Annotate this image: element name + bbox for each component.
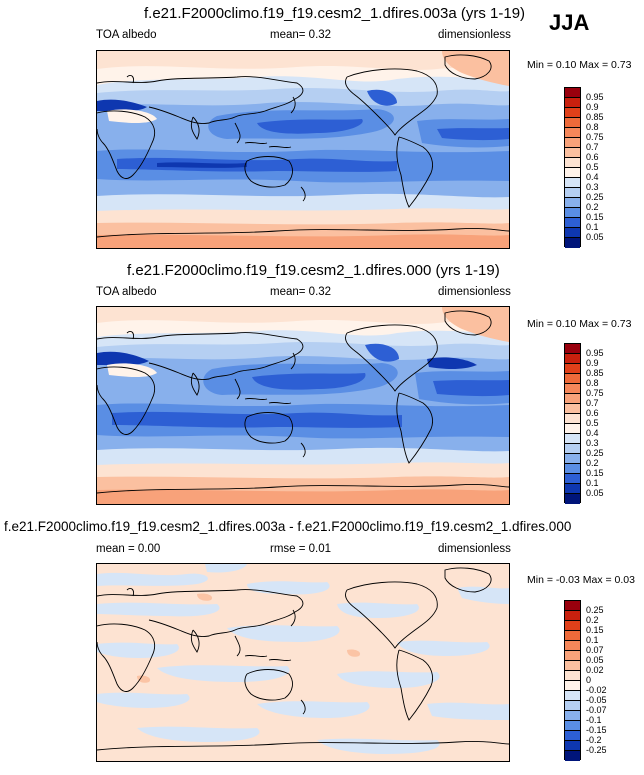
panel2-mean: mean= 0.32 bbox=[270, 286, 332, 298]
panel2-cbar-label: 0.25 bbox=[586, 448, 604, 458]
panel3-cbar-label: -0.02 bbox=[586, 685, 607, 695]
panel3-map bbox=[96, 563, 510, 762]
panel2-units: dimensionless bbox=[438, 286, 511, 298]
panel3-cbar-label: 0 bbox=[586, 675, 592, 685]
panel2-cbar-label: 0.15 bbox=[586, 468, 604, 478]
panel1-cbar-label: 0.1 bbox=[586, 222, 599, 232]
panel3-mean: mean = 0.00 bbox=[96, 543, 161, 555]
panel3-cbar-label: 0.2 bbox=[586, 615, 599, 625]
panel1-cbar-label: 0.9 bbox=[586, 102, 599, 112]
panel2-title: f.e21.F2000climo.f19_f19.cesm2_1.dfires.… bbox=[127, 262, 500, 279]
panel1-cbar-label: 0.5 bbox=[586, 162, 599, 172]
panel1-cbar-label: 0.95 bbox=[586, 92, 604, 102]
panel1-minmax: Min = 0.10 Max = 0.73 bbox=[527, 59, 632, 71]
panel1-cbar-label: 0.15 bbox=[586, 212, 604, 222]
panel3-cbar-label: -0.05 bbox=[586, 695, 607, 705]
panel1-cbar-label: 0.8 bbox=[586, 122, 599, 132]
panel1-map bbox=[96, 50, 510, 249]
panel1-title: f.e21.F2000climo.f19_f19.cesm2_1.dfires.… bbox=[144, 5, 526, 22]
panel1-cbar-label: 0.85 bbox=[586, 112, 604, 122]
panel1-cbar-label: 0.6 bbox=[586, 152, 599, 162]
season-label: JJA bbox=[549, 10, 590, 35]
panel3-rmse: rmse = 0.01 bbox=[270, 543, 332, 555]
panel1-variable: TOA albedo bbox=[96, 29, 157, 41]
panel3-cbar-label: 0.25 bbox=[586, 605, 604, 615]
panel2-cbar-label: 0.95 bbox=[586, 348, 604, 358]
panel3-cbar-label: -0.15 bbox=[586, 725, 607, 735]
panel1-colorbar bbox=[564, 87, 581, 248]
panel3-cbar-label: -0.2 bbox=[586, 735, 602, 745]
panel2-minmax: Min = 0.10 Max = 0.73 bbox=[527, 318, 632, 330]
panel1-cbar-label: 0.25 bbox=[586, 192, 604, 202]
panel2-cbar-label: 0.2 bbox=[586, 458, 599, 468]
panel2-cbar-label: 0.9 bbox=[586, 358, 599, 368]
panel2-cbar-label: 0.4 bbox=[586, 428, 599, 438]
panel1-cbar-label: 0.75 bbox=[586, 132, 604, 142]
panel2-cbar-label: 0.5 bbox=[586, 418, 599, 428]
panel2-variable: TOA albedo bbox=[96, 286, 157, 298]
panel1-mean: mean= 0.32 bbox=[270, 29, 332, 41]
panel3-cbar-label: 0.02 bbox=[586, 665, 604, 675]
panel3-colorbar bbox=[564, 600, 581, 761]
panel2-cbar-label: 0.6 bbox=[586, 408, 599, 418]
panel1-units: dimensionless bbox=[438, 29, 511, 41]
panel3-cbar-label: 0.15 bbox=[586, 625, 604, 635]
panel2-cbar-label: 0.8 bbox=[586, 378, 599, 388]
panel1-cbar-label: 0.7 bbox=[586, 142, 599, 152]
panel2-colorbar bbox=[564, 343, 581, 504]
panel1-cbar-label: 0.05 bbox=[586, 232, 604, 242]
panel3-units: dimensionless bbox=[438, 543, 511, 555]
panel2-cbar-label: 0.85 bbox=[586, 368, 604, 378]
panel3-minmax: Min = -0.03 Max = 0.03 bbox=[527, 574, 635, 586]
panel3-cbar-label: 0.05 bbox=[586, 655, 604, 665]
panel2-cbar-label: 0.3 bbox=[586, 438, 599, 448]
panel1-cbar-label: 0.4 bbox=[586, 172, 599, 182]
panel2-cbar-label: 0.1 bbox=[586, 478, 599, 488]
panel2-cbar-label: 0.7 bbox=[586, 398, 599, 408]
panel2-map bbox=[96, 306, 510, 505]
panel3-cbar-label: 0.1 bbox=[586, 635, 599, 645]
panel2-cbar-label: 0.05 bbox=[586, 488, 604, 498]
panel3-title: f.e21.F2000climo.f19_f19.cesm2_1.dfires.… bbox=[4, 519, 572, 534]
panel3-cbar-label: 0.07 bbox=[586, 645, 604, 655]
panel2-cbar-label: 0.75 bbox=[586, 388, 604, 398]
panel1-cbar-label: 0.2 bbox=[586, 202, 599, 212]
panel3-cbar-label: -0.07 bbox=[586, 705, 607, 715]
panel3-cbar-label: -0.1 bbox=[586, 715, 602, 725]
panel3-cbar-label: -0.25 bbox=[586, 745, 607, 755]
panel1-cbar-label: 0.3 bbox=[586, 182, 599, 192]
